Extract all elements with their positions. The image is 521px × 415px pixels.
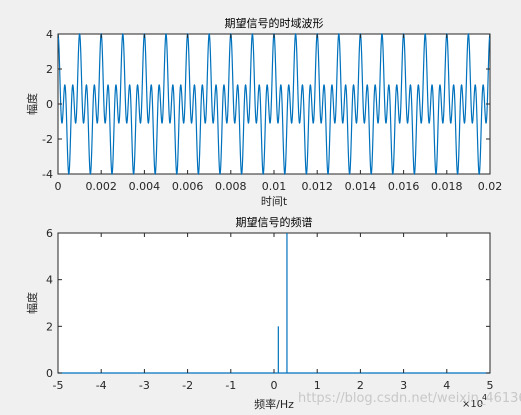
time-y-tick-label: 0 bbox=[46, 98, 53, 111]
time-x-tick-label: 0 bbox=[55, 180, 62, 193]
spectrum-x-tick-label: 0 bbox=[271, 379, 278, 392]
time-x-axis-label: 时间t bbox=[261, 195, 288, 208]
spectrum-series bbox=[277, 233, 288, 373]
spectrum-x-tick-label: 5 bbox=[487, 379, 494, 392]
time-y-tick-label: 2 bbox=[46, 63, 53, 76]
time-y-axis: -4 -2 0 2 4 bbox=[42, 28, 490, 181]
time-x-tick-label: 0.016 bbox=[388, 180, 420, 193]
time-x-tick-label: 0.006 bbox=[172, 180, 204, 193]
time-x-tick-label: 0.002 bbox=[85, 180, 117, 193]
time-x-axis: 0 0.002 0.004 0.006 0.008 0.01 0.012 0.014 0.016… bbox=[55, 34, 503, 193]
time-y-tick-label: -4 bbox=[42, 168, 53, 181]
spectrum-x-tick-label: -4 bbox=[96, 379, 107, 392]
time-x-tick-label: 0.014 bbox=[345, 180, 377, 193]
spectrum-x-tick-label: -1 bbox=[225, 379, 236, 392]
time-plot-area bbox=[57, 33, 491, 175]
x-exponent-base: ×10 bbox=[462, 399, 483, 410]
spectrum-x-tick-label: 2 bbox=[357, 379, 364, 392]
spectrum-x-tick-label: 1 bbox=[314, 379, 321, 392]
spectrum-y-tick-label: 4 bbox=[46, 274, 53, 287]
time-x-tick-label: 0.008 bbox=[215, 180, 247, 193]
spectrum-plot-title: 期望信号的频谱 bbox=[236, 215, 313, 229]
time-plot-title: 期望信号的时域波形 bbox=[225, 16, 324, 30]
x-exponent-power: 4 bbox=[482, 393, 487, 402]
time-x-tick-label: 0.01 bbox=[262, 180, 287, 193]
spectrum-x-tick-label: 3 bbox=[400, 379, 407, 392]
watermark: https://blog.csdn.net/weixin_46136963 bbox=[298, 391, 521, 406]
spectrum-plot-area bbox=[57, 232, 491, 374]
spectrum-x-exponent: ×10 4 bbox=[462, 393, 487, 410]
spectrum-x-axis-label: 频率/Hz bbox=[254, 397, 294, 411]
time-x-tick-label: 0.018 bbox=[431, 180, 463, 193]
time-y-tick-label: 4 bbox=[46, 28, 53, 41]
spectrum-y-axis: 0 2 4 6 bbox=[46, 227, 490, 380]
time-y-tick-label: -2 bbox=[42, 133, 53, 146]
spectrum-y-tick-label: 2 bbox=[46, 320, 53, 333]
spectrum-x-axis: -5 -4 -3 -2 -1 0 1 2 3 4 5 bbox=[53, 233, 494, 392]
spectrum-y-tick-label: 6 bbox=[46, 227, 53, 240]
spectrum-y-axis-label: 幅度 bbox=[25, 292, 39, 314]
spectrum-x-tick-label: -3 bbox=[139, 379, 150, 392]
time-x-tick-label: 0.012 bbox=[301, 180, 333, 193]
time-y-axis-label: 幅度 bbox=[25, 93, 39, 115]
spectrum-x-tick-label: -2 bbox=[182, 379, 193, 392]
time-x-tick-label: 0.004 bbox=[129, 180, 161, 193]
time-x-tick-label: 0.02 bbox=[478, 180, 503, 193]
spectrum-x-tick-label: 4 bbox=[443, 379, 450, 392]
spectrum-x-tick-label: -5 bbox=[53, 379, 64, 392]
spectrum-y-tick-label: 0 bbox=[46, 367, 53, 380]
